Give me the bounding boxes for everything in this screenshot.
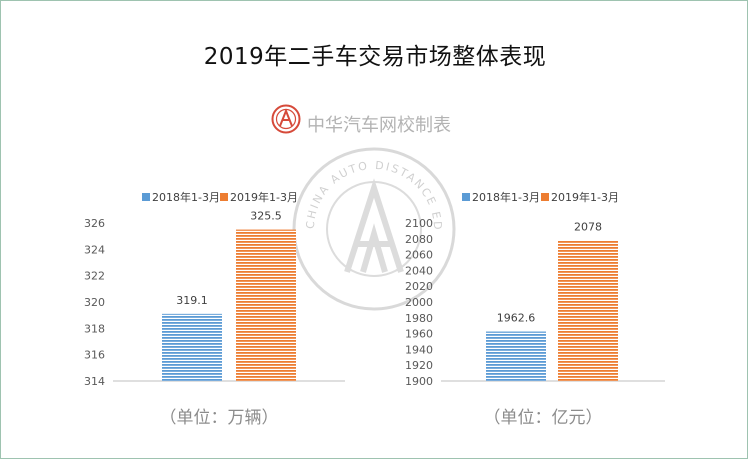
- data-label: 2078: [574, 220, 602, 233]
- bar-2019: [236, 229, 296, 381]
- legend-label: 2019年1-3月: [551, 190, 619, 204]
- bar-2019: [558, 240, 618, 381]
- y-tick-label: 1940: [405, 343, 433, 356]
- data-label: 325.5: [250, 210, 282, 223]
- y-tick-label: 318: [84, 322, 105, 335]
- legend-label: 2018年1-3月: [152, 190, 220, 204]
- unit-label-left: （单位：万辆）: [159, 408, 279, 428]
- watermark-seal-icon: CHINA AUTO DISTANCE EDUCATION CENTER: [289, 144, 456, 311]
- y-tick-label: 1900: [405, 375, 433, 388]
- page-title: 2019年二手车交易市场整体表现: [203, 44, 547, 70]
- legend-swatch: [462, 193, 470, 201]
- y-tick-label: 1920: [405, 359, 433, 372]
- y-tick-label: 1960: [405, 328, 433, 341]
- y-tick-label: 2100: [405, 217, 433, 230]
- legend-swatch: [541, 193, 549, 201]
- y-tick-label: 326: [84, 217, 105, 230]
- legend-label: 2019年1-3月: [230, 190, 298, 204]
- y-tick-label: 314: [84, 375, 105, 388]
- legend-swatch: [142, 193, 150, 201]
- legend-swatch: [220, 193, 228, 201]
- y-tick-label: 2040: [405, 264, 433, 277]
- unit-label-right: （单位：亿元）: [483, 408, 603, 428]
- brand-logo-icon: [271, 104, 301, 134]
- y-tick-label: 324: [84, 243, 105, 256]
- y-tick-label: 2080: [405, 233, 433, 246]
- y-tick-label: 320: [84, 296, 105, 309]
- bar-2018: [162, 313, 222, 381]
- y-tick-label: 322: [84, 270, 105, 283]
- y-tick-label: 1980: [405, 312, 433, 325]
- chart-2: 2018年1-3月 2019年1-3月 1900 1920 1940 1960 1980 20…: [405, 190, 665, 388]
- y-tick-label: 2060: [405, 249, 433, 262]
- y-tick-label: 2000: [405, 296, 433, 309]
- watermark-brand: 中华汽车网校制表: [307, 115, 451, 136]
- data-label: 319.1: [176, 294, 208, 307]
- chart-1: 2018年1-3月 2019年1-3月 314 316 318 320 322 324 326 3…: [84, 190, 345, 388]
- y-tick-label: 2020: [405, 280, 433, 293]
- y-tick-label: 316: [84, 349, 105, 362]
- bar-2018: [486, 331, 546, 381]
- legend-label: 2018年1-3月: [472, 190, 540, 204]
- data-label: 1962.6: [497, 312, 536, 325]
